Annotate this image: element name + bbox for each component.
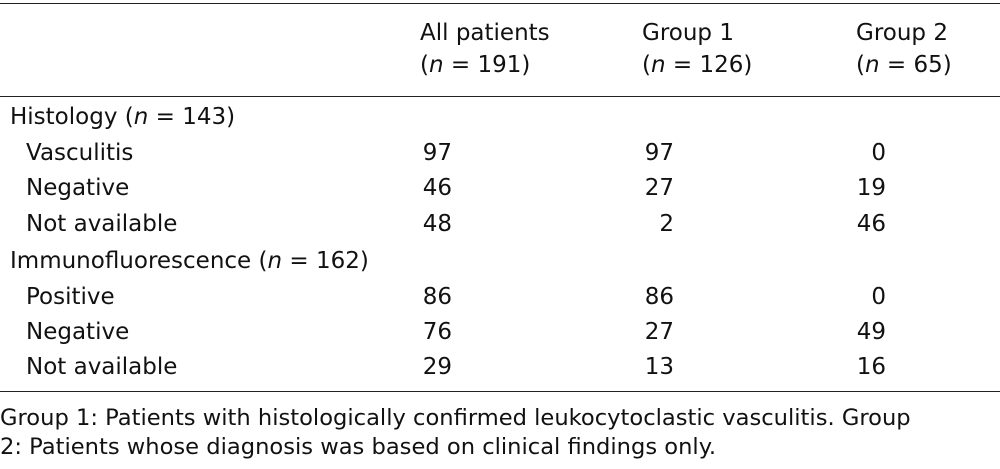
section-title-immunofluorescence: Immunofluorescence (n = 162) (10, 248, 369, 274)
table-footnote: Group 1: Patients with histologically co… (0, 405, 911, 460)
row-label: Negative (26, 319, 130, 345)
cell-value: 0 (871, 284, 886, 310)
cell-value: 49 (856, 319, 886, 345)
cell-value: 97 (422, 140, 452, 166)
section-title-histology: Histology (n = 143) (10, 104, 236, 130)
col-header-all-patients: All patients (n = 191) (420, 20, 550, 78)
bottom-rule (0, 391, 1000, 392)
cell-value: 97 (644, 140, 674, 166)
cell-value: 46 (856, 211, 886, 237)
row-label: Not available (26, 211, 178, 237)
cell-value: 86 (644, 284, 674, 310)
header-rule (0, 96, 1000, 97)
cell-value: 76 (422, 319, 452, 345)
col-header-group-2: Group 2 (n = 65) (856, 20, 952, 78)
cell-value: 48 (422, 211, 452, 237)
row-label: Vasculitis (26, 140, 134, 166)
row-label: Negative (26, 175, 130, 201)
cell-value: 27 (644, 175, 674, 201)
col-header-group-1: Group 1 (n = 126) (642, 20, 753, 78)
cell-value: 16 (856, 354, 886, 380)
cell-value: 29 (422, 354, 452, 380)
cell-value: 19 (856, 175, 886, 201)
top-rule (0, 3, 1000, 4)
row-label: Not available (26, 354, 178, 380)
row-label: Positive (26, 284, 115, 310)
cell-value: 27 (644, 319, 674, 345)
cell-value: 2 (659, 211, 674, 237)
cell-value: 86 (422, 284, 452, 310)
cell-value: 46 (422, 175, 452, 201)
cell-value: 13 (644, 354, 674, 380)
cell-value: 0 (871, 140, 886, 166)
